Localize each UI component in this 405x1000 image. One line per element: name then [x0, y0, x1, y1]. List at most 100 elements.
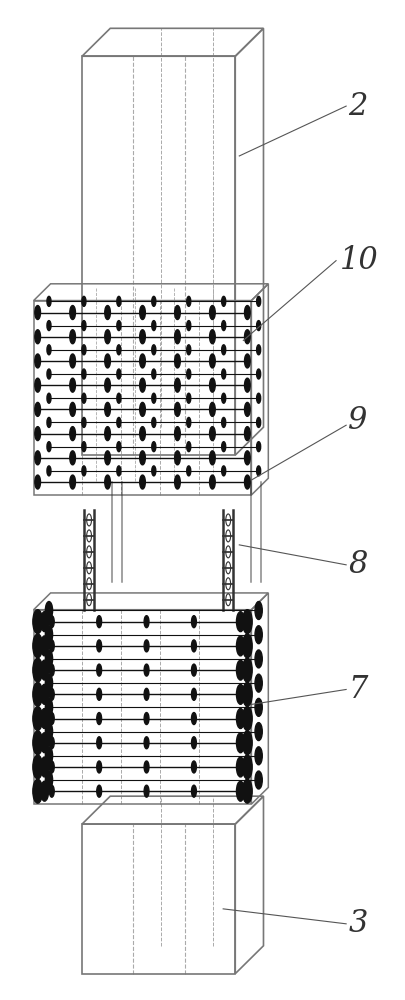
- Text: 9: 9: [347, 405, 367, 436]
- Circle shape: [70, 354, 75, 368]
- Circle shape: [221, 417, 225, 427]
- Circle shape: [49, 688, 54, 700]
- Circle shape: [254, 650, 262, 668]
- Circle shape: [96, 640, 101, 652]
- Circle shape: [45, 747, 53, 765]
- Circle shape: [45, 674, 53, 692]
- Circle shape: [238, 688, 243, 700]
- Circle shape: [35, 427, 40, 441]
- Circle shape: [47, 369, 51, 379]
- Circle shape: [238, 785, 243, 797]
- Circle shape: [244, 354, 249, 368]
- Circle shape: [209, 354, 215, 368]
- Text: 8: 8: [347, 549, 367, 580]
- Circle shape: [238, 737, 243, 749]
- Circle shape: [144, 616, 149, 628]
- Circle shape: [47, 393, 51, 403]
- Circle shape: [254, 698, 262, 716]
- Circle shape: [256, 321, 260, 331]
- Circle shape: [191, 737, 196, 749]
- Circle shape: [238, 640, 243, 652]
- Circle shape: [221, 442, 225, 452]
- Circle shape: [82, 466, 86, 476]
- Circle shape: [33, 707, 43, 731]
- Circle shape: [117, 417, 121, 427]
- Circle shape: [45, 723, 53, 741]
- Circle shape: [256, 296, 260, 306]
- Circle shape: [117, 393, 121, 403]
- Circle shape: [244, 427, 249, 441]
- Circle shape: [186, 296, 190, 306]
- Circle shape: [186, 345, 190, 355]
- Circle shape: [209, 427, 215, 441]
- Circle shape: [186, 321, 190, 331]
- Circle shape: [236, 733, 244, 753]
- Circle shape: [70, 306, 75, 320]
- Circle shape: [47, 417, 51, 427]
- Circle shape: [70, 475, 75, 489]
- Circle shape: [238, 761, 243, 773]
- Circle shape: [35, 451, 40, 465]
- Circle shape: [49, 737, 54, 749]
- Circle shape: [244, 402, 249, 416]
- Circle shape: [221, 393, 225, 403]
- Circle shape: [174, 427, 180, 441]
- Circle shape: [117, 466, 121, 476]
- Circle shape: [236, 781, 244, 801]
- Circle shape: [70, 378, 75, 392]
- Circle shape: [254, 771, 262, 789]
- Circle shape: [236, 660, 244, 680]
- Circle shape: [144, 688, 149, 700]
- Circle shape: [82, 296, 86, 306]
- Circle shape: [33, 731, 43, 755]
- Circle shape: [191, 761, 196, 773]
- Circle shape: [242, 658, 252, 682]
- Circle shape: [244, 306, 249, 320]
- Circle shape: [96, 785, 101, 797]
- Circle shape: [117, 345, 121, 355]
- Circle shape: [144, 664, 149, 676]
- Circle shape: [174, 354, 180, 368]
- Circle shape: [35, 475, 40, 489]
- Circle shape: [256, 369, 260, 379]
- Circle shape: [104, 378, 110, 392]
- Circle shape: [45, 771, 53, 789]
- Circle shape: [186, 442, 190, 452]
- Circle shape: [40, 733, 49, 753]
- Circle shape: [242, 682, 252, 706]
- Circle shape: [33, 634, 43, 658]
- Circle shape: [33, 658, 43, 682]
- Circle shape: [144, 761, 149, 773]
- Circle shape: [49, 640, 54, 652]
- Circle shape: [104, 354, 110, 368]
- Circle shape: [117, 442, 121, 452]
- Circle shape: [209, 378, 215, 392]
- Circle shape: [256, 442, 260, 452]
- Circle shape: [238, 616, 243, 628]
- Circle shape: [174, 475, 180, 489]
- Circle shape: [236, 636, 244, 656]
- Circle shape: [144, 737, 149, 749]
- Circle shape: [191, 640, 196, 652]
- Circle shape: [186, 466, 190, 476]
- Circle shape: [139, 354, 145, 368]
- Circle shape: [33, 779, 43, 803]
- Circle shape: [82, 369, 86, 379]
- Circle shape: [45, 650, 53, 668]
- Circle shape: [191, 688, 196, 700]
- Circle shape: [151, 345, 156, 355]
- Circle shape: [209, 330, 215, 344]
- Circle shape: [70, 402, 75, 416]
- Circle shape: [221, 466, 225, 476]
- Circle shape: [70, 330, 75, 344]
- Circle shape: [174, 306, 180, 320]
- Circle shape: [209, 402, 215, 416]
- Circle shape: [70, 451, 75, 465]
- Circle shape: [117, 369, 121, 379]
- Circle shape: [242, 755, 252, 779]
- Circle shape: [40, 709, 49, 729]
- Circle shape: [242, 779, 252, 803]
- Circle shape: [96, 737, 101, 749]
- Circle shape: [174, 451, 180, 465]
- Circle shape: [209, 451, 215, 465]
